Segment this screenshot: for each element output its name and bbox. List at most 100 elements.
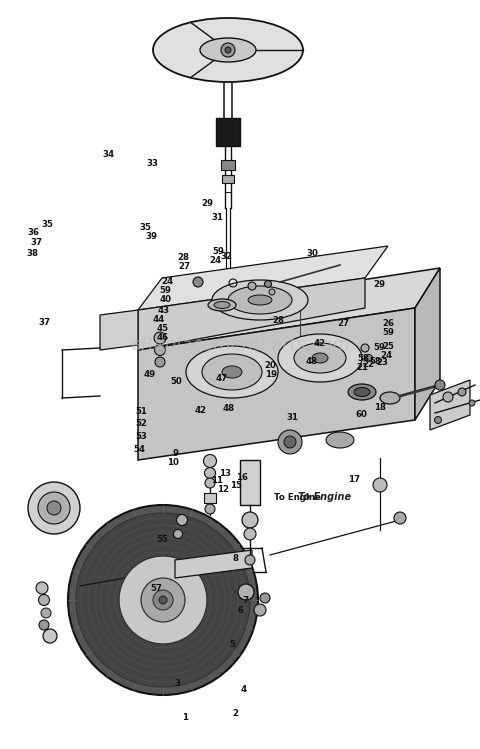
- Text: 7: 7: [243, 596, 249, 605]
- Text: 11: 11: [211, 476, 223, 485]
- Text: 29: 29: [202, 199, 213, 208]
- Bar: [240, 460, 260, 505]
- Polygon shape: [430, 380, 470, 430]
- Circle shape: [242, 512, 258, 528]
- Text: 10: 10: [167, 458, 179, 467]
- Circle shape: [278, 430, 302, 454]
- Text: 9: 9: [172, 449, 178, 458]
- Text: 47: 47: [216, 374, 228, 383]
- Ellipse shape: [248, 295, 272, 305]
- Circle shape: [177, 515, 188, 526]
- Text: 2: 2: [232, 709, 238, 718]
- Text: 58: 58: [357, 354, 369, 363]
- Text: 20: 20: [265, 361, 276, 370]
- Polygon shape: [175, 550, 252, 578]
- Circle shape: [204, 467, 216, 479]
- Text: 26: 26: [383, 319, 395, 328]
- Text: 34: 34: [102, 150, 115, 159]
- Circle shape: [119, 556, 207, 644]
- Ellipse shape: [354, 387, 370, 396]
- Circle shape: [373, 478, 387, 492]
- Text: 19: 19: [264, 370, 276, 379]
- Circle shape: [238, 584, 254, 600]
- Text: 5: 5: [230, 640, 236, 649]
- Text: 49: 49: [144, 370, 156, 379]
- Circle shape: [269, 289, 275, 295]
- Text: 32: 32: [221, 252, 232, 261]
- Text: 48: 48: [222, 404, 235, 413]
- Text: 38: 38: [27, 249, 38, 258]
- Text: 31: 31: [287, 413, 299, 422]
- Text: 16: 16: [236, 473, 248, 482]
- Ellipse shape: [380, 392, 400, 404]
- Text: 43: 43: [157, 306, 169, 315]
- Ellipse shape: [186, 346, 278, 398]
- Text: 48: 48: [306, 357, 318, 366]
- Circle shape: [245, 555, 255, 565]
- Circle shape: [155, 345, 166, 356]
- Text: 24: 24: [381, 351, 393, 360]
- Circle shape: [154, 332, 166, 344]
- Circle shape: [458, 388, 466, 396]
- Text: 8: 8: [232, 554, 238, 562]
- Text: 55: 55: [156, 535, 168, 544]
- Text: 59: 59: [159, 286, 171, 295]
- Circle shape: [41, 608, 51, 618]
- Ellipse shape: [326, 432, 354, 448]
- Text: 27: 27: [337, 319, 350, 328]
- Text: 42: 42: [194, 406, 207, 415]
- Circle shape: [205, 478, 215, 488]
- Text: 28: 28: [178, 253, 189, 262]
- Bar: [204, 493, 216, 503]
- Text: 24: 24: [161, 277, 173, 286]
- Circle shape: [39, 620, 49, 630]
- Text: 1: 1: [182, 713, 188, 722]
- Text: 17: 17: [348, 475, 360, 484]
- Ellipse shape: [208, 299, 236, 311]
- Ellipse shape: [294, 343, 346, 373]
- Text: 6: 6: [237, 606, 243, 615]
- Text: 37: 37: [30, 238, 43, 247]
- Circle shape: [469, 400, 475, 406]
- Text: 27: 27: [178, 262, 191, 271]
- Ellipse shape: [200, 38, 256, 62]
- Circle shape: [361, 344, 369, 352]
- Text: 59: 59: [212, 247, 224, 256]
- Text: 51: 51: [136, 407, 147, 416]
- Text: 57: 57: [150, 584, 162, 593]
- Ellipse shape: [222, 366, 242, 378]
- Text: 29: 29: [373, 280, 385, 289]
- Circle shape: [155, 357, 165, 367]
- Text: 42: 42: [313, 339, 325, 348]
- Text: 31: 31: [212, 213, 224, 222]
- Text: 35: 35: [41, 220, 53, 229]
- Text: 36: 36: [28, 228, 39, 237]
- Circle shape: [225, 47, 231, 53]
- Circle shape: [38, 595, 49, 605]
- Text: 45: 45: [156, 324, 168, 333]
- Ellipse shape: [278, 334, 362, 382]
- Circle shape: [159, 596, 167, 604]
- Text: 60: 60: [355, 410, 367, 419]
- Text: 40: 40: [159, 295, 171, 304]
- Circle shape: [68, 505, 258, 695]
- Circle shape: [153, 590, 173, 610]
- Text: 59: 59: [382, 328, 394, 337]
- Circle shape: [76, 513, 250, 687]
- Text: 28: 28: [272, 316, 284, 325]
- Circle shape: [443, 392, 453, 402]
- Circle shape: [248, 282, 256, 290]
- Polygon shape: [138, 278, 365, 350]
- Text: 46: 46: [156, 333, 168, 342]
- Text: 13: 13: [219, 469, 231, 478]
- Circle shape: [47, 501, 61, 515]
- Circle shape: [254, 604, 266, 616]
- Text: 35: 35: [139, 223, 151, 232]
- Text: To Engine: To Engine: [274, 493, 321, 502]
- Text: 24: 24: [209, 256, 221, 265]
- Circle shape: [365, 354, 372, 362]
- Ellipse shape: [212, 280, 308, 320]
- Polygon shape: [138, 308, 415, 460]
- Text: 23: 23: [376, 358, 388, 367]
- Text: 33: 33: [147, 159, 158, 168]
